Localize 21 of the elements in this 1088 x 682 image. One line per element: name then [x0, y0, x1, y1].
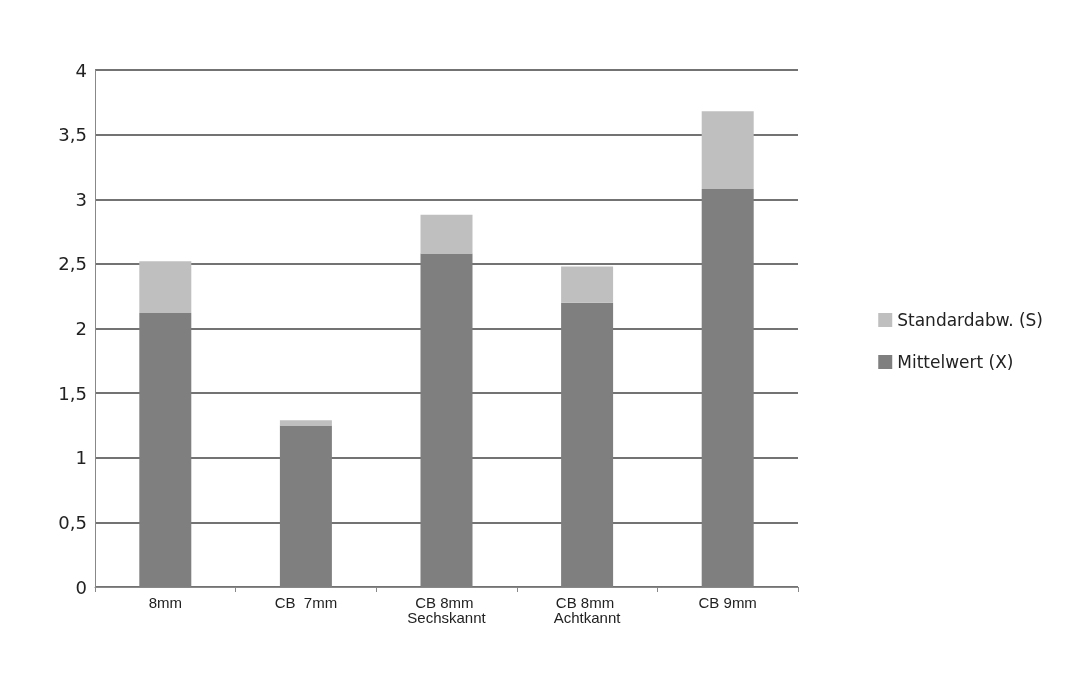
bar	[561, 266, 614, 303]
x-tick-label: CB 9mm	[698, 594, 757, 611]
y-tick-label: 4	[75, 59, 87, 81]
y-tick-label: 3	[75, 188, 87, 210]
bar	[420, 214, 473, 254]
bar	[139, 261, 192, 313]
x-tick-label: CB 7mm	[274, 594, 338, 611]
legend-label: Standardabw. (S)	[897, 310, 1044, 330]
x-tick-label: 8mm	[148, 594, 182, 611]
x-tick-label: CB 8mm Achtkannt	[553, 594, 622, 626]
y-tick-label: 3,5	[58, 124, 87, 146]
legend-label: Mittelwert (X)	[897, 352, 1014, 372]
y-tick-label: 0	[75, 576, 87, 598]
x-tick-label: CB 8mm Sechskannt	[407, 594, 487, 626]
bar	[279, 420, 332, 426]
y-tick-label: 1,5	[58, 382, 87, 404]
y-tick-label: 2	[75, 318, 87, 339]
y-tick-label: 2,5	[58, 253, 87, 275]
y-tick-label: 0,5	[58, 511, 87, 533]
y-tick-label: 1	[75, 447, 87, 469]
bar	[701, 111, 754, 189]
